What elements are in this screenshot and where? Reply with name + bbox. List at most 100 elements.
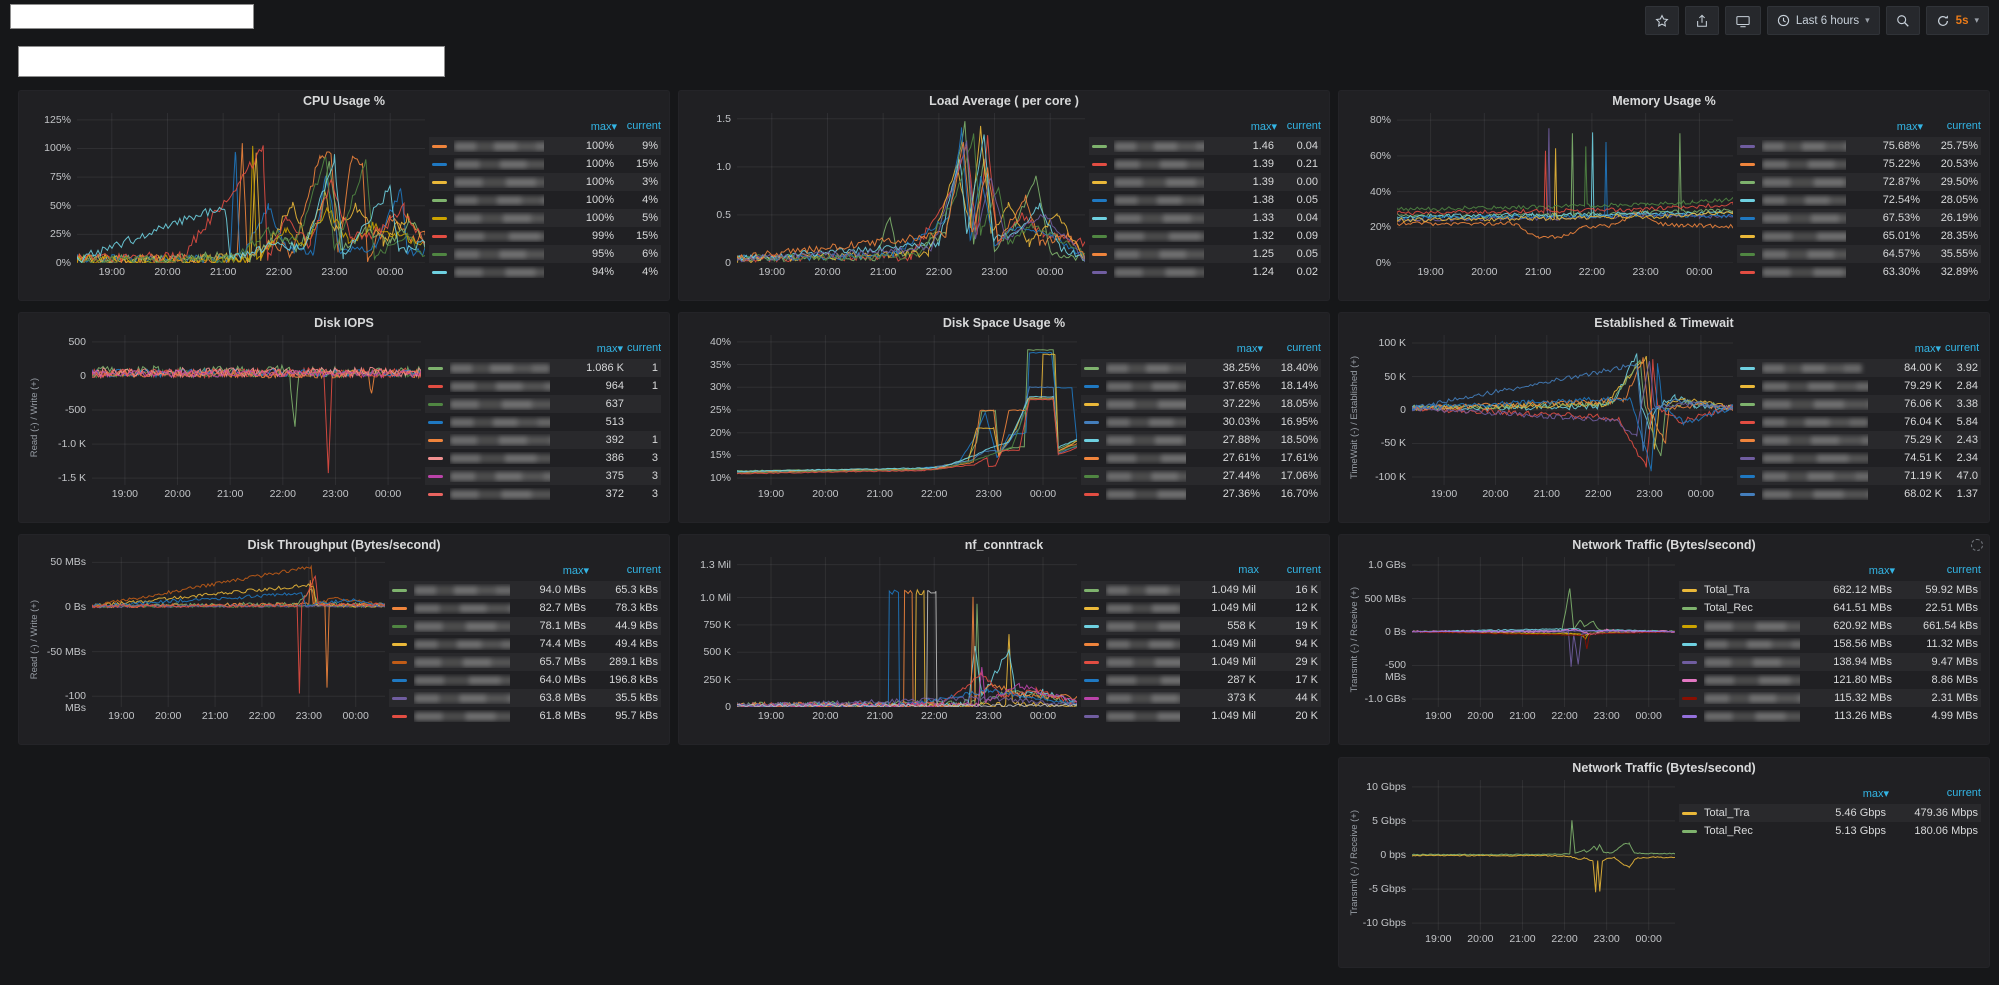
series-name-redacted[interactable]	[1762, 470, 1868, 482]
panel-title[interactable]: Disk IOPS	[314, 316, 374, 330]
legend-sort-max[interactable]: max▾	[562, 565, 589, 577]
series-name-redacted[interactable]	[1762, 398, 1868, 410]
series-name-redacted[interactable]	[1106, 656, 1180, 668]
series-name-redacted[interactable]	[1106, 362, 1186, 374]
legend-sort-max[interactable]: max▾	[1896, 121, 1923, 133]
series-name-redacted[interactable]	[454, 230, 544, 242]
series-name-redacted[interactable]	[1106, 674, 1180, 686]
series-name-redacted[interactable]	[1106, 620, 1180, 632]
series-name-redacted[interactable]	[454, 176, 544, 188]
series-name-redacted[interactable]	[1704, 674, 1800, 686]
series-name-redacted[interactable]	[1762, 176, 1846, 188]
series-name-redacted[interactable]	[414, 674, 510, 686]
legend-sort-current[interactable]: current	[626, 120, 661, 132]
legend-sort-max[interactable]: max▾	[1914, 343, 1941, 355]
series-name-redacted[interactable]	[454, 248, 544, 260]
legend-sort-current[interactable]: current	[1946, 787, 1981, 799]
series-name-redacted[interactable]	[450, 416, 550, 428]
series-name-redacted[interactable]	[1704, 620, 1800, 632]
legend-sort-max[interactable]: max▾	[1236, 343, 1263, 355]
chart-plot[interactable]	[737, 335, 1077, 485]
series-name-redacted[interactable]	[450, 434, 550, 446]
chart-plot[interactable]	[1412, 780, 1675, 930]
panel-title[interactable]: Disk Throughput (Bytes/second)	[247, 538, 441, 552]
panel-title[interactable]: Memory Usage %	[1612, 94, 1716, 108]
chart-plot[interactable]	[92, 557, 385, 707]
legend-sort-max[interactable]: max▾	[590, 121, 617, 133]
series-name-redacted[interactable]	[1762, 434, 1868, 446]
series-name-redacted[interactable]	[1114, 248, 1204, 260]
series-name-redacted[interactable]	[414, 638, 510, 650]
series-name-redacted[interactable]	[414, 584, 510, 596]
series-name-redacted[interactable]	[1114, 140, 1204, 152]
series-name-redacted[interactable]	[1106, 692, 1180, 704]
series-name-redacted[interactable]	[1762, 266, 1846, 278]
series-name-redacted[interactable]	[1106, 584, 1180, 596]
series-name-redacted[interactable]	[454, 194, 544, 206]
chart-plot[interactable]	[737, 557, 1077, 707]
tv-cycle-button[interactable]	[1724, 6, 1761, 35]
series-name-redacted[interactable]	[414, 620, 510, 632]
legend-sort-current[interactable]: current	[626, 564, 661, 576]
series-name-redacted[interactable]	[1762, 158, 1846, 170]
chart-plot[interactable]	[737, 113, 1085, 263]
series-name-redacted[interactable]	[1704, 710, 1800, 722]
chart-plot[interactable]	[1397, 113, 1733, 263]
series-name[interactable]: Total_Rec	[1704, 825, 1753, 837]
series-name-redacted[interactable]	[1704, 656, 1800, 668]
series-name-redacted[interactable]	[414, 710, 510, 722]
series-name-redacted[interactable]	[1106, 434, 1186, 446]
series-name-redacted[interactable]	[1762, 194, 1846, 206]
panel-title[interactable]: Disk Space Usage %	[942, 316, 1066, 330]
chart-plot[interactable]	[92, 335, 421, 485]
series-name-redacted[interactable]	[450, 470, 550, 482]
series-name-redacted[interactable]	[1106, 638, 1180, 650]
series-name-redacted[interactable]	[1762, 416, 1868, 428]
series-name-redacted[interactable]	[450, 488, 550, 500]
time-range-picker[interactable]: Last 6 hours ▾	[1766, 6, 1880, 35]
refresh-picker[interactable]: 5s ▾	[1925, 6, 1989, 35]
series-name-redacted[interactable]	[1114, 176, 1204, 188]
share-button[interactable]	[1684, 6, 1719, 35]
series-name-redacted[interactable]	[1106, 488, 1186, 500]
star-button[interactable]	[1644, 6, 1679, 35]
chart-plot[interactable]	[77, 113, 425, 263]
series-name-redacted[interactable]	[1114, 158, 1204, 170]
legend-sort-current[interactable]: current	[1286, 120, 1321, 132]
series-name-redacted[interactable]	[1106, 380, 1186, 392]
series-name-redacted[interactable]	[1762, 212, 1846, 224]
panel-title[interactable]: CPU Usage %	[303, 94, 385, 108]
legend-sort-max[interactable]: max▾	[1868, 565, 1895, 577]
series-name-redacted[interactable]	[1762, 230, 1846, 242]
series-name-redacted[interactable]	[1762, 140, 1846, 152]
legend-sort-current[interactable]: current	[1946, 120, 1981, 132]
panel-title[interactable]: nf_conntrack	[964, 538, 1044, 552]
series-name-redacted[interactable]	[450, 362, 550, 374]
series-name-redacted[interactable]	[1106, 416, 1186, 428]
series-name-redacted[interactable]	[454, 158, 544, 170]
series-name-redacted[interactable]	[1106, 602, 1180, 614]
legend-sort-max[interactable]: max	[1238, 564, 1259, 576]
legend-sort-max[interactable]: max▾	[1862, 788, 1889, 800]
legend-sort-current[interactable]: current	[1945, 342, 1980, 354]
series-name-redacted[interactable]	[1114, 212, 1204, 224]
legend-sort-max[interactable]: max▾	[596, 343, 623, 355]
series-name-redacted[interactable]	[454, 140, 544, 152]
series-name[interactable]: Total_Tra	[1704, 584, 1750, 596]
chart-plot[interactable]	[1412, 557, 1675, 707]
series-name-redacted[interactable]	[414, 692, 510, 704]
series-name-redacted[interactable]	[1114, 230, 1204, 242]
series-name-redacted[interactable]	[450, 380, 550, 392]
series-name-redacted[interactable]	[1762, 362, 1868, 374]
series-name-redacted[interactable]	[414, 656, 510, 668]
series-name-redacted[interactable]	[1704, 692, 1800, 704]
chart-plot[interactable]	[1412, 335, 1733, 485]
series-name-redacted[interactable]	[1114, 266, 1204, 278]
series-name-redacted[interactable]	[1106, 710, 1180, 722]
zoom-out-button[interactable]	[1885, 6, 1920, 35]
panel-title[interactable]: Network Traffic (Bytes/second)	[1572, 538, 1756, 552]
legend-sort-current[interactable]: current	[1286, 564, 1321, 576]
series-name-redacted[interactable]	[1762, 452, 1868, 464]
series-name-redacted[interactable]	[1704, 638, 1800, 650]
panel-title[interactable]: Network Traffic (Bytes/second)	[1572, 761, 1756, 775]
